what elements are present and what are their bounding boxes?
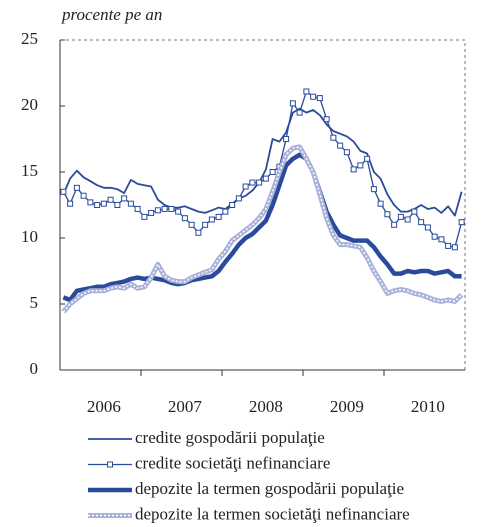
series-marker [262,175,269,182]
series-marker [222,208,229,215]
series-marker [87,199,94,206]
series-marker [337,142,344,149]
series-line [61,144,464,314]
series-marker [168,205,175,212]
y-tick-label: 5 [30,293,39,312]
series-marker [303,88,310,95]
series-marker [73,184,80,191]
series-marker [107,196,114,203]
series-line [62,107,463,217]
series-marker [114,202,121,208]
series-marker [330,134,337,141]
series-marker [431,233,438,240]
series-marker [438,236,445,243]
series-marker [60,188,67,195]
series-marker [411,208,418,215]
series-marker [418,219,425,226]
y-tick-label: 10 [21,227,38,246]
series-marker [181,215,188,222]
series-marker [445,242,452,249]
series-marker [195,229,202,236]
series-marker [94,202,101,208]
y-tick-label: 20 [21,95,38,114]
legend-label: depozite la termen gospodării populaţie [135,479,404,498]
series-marker [202,221,209,228]
series-marker [404,216,411,223]
series-line [62,152,462,303]
series-marker [283,136,290,142]
series-marker [391,221,398,228]
series-marker [458,219,465,226]
x-tick-label: 2008 [249,397,283,416]
series-marker [451,244,458,251]
series-marker [127,200,134,207]
series-marker [249,179,256,186]
series-marker [215,213,222,220]
series-marker [229,202,236,208]
series-marker [424,224,431,231]
x-tick-label: 2010 [411,397,445,416]
series-marker [235,195,242,202]
series-marker [364,155,371,162]
series-marker [256,179,263,186]
series-marker [310,93,317,100]
series-marker [141,213,148,220]
legend-label: credite gospodării populaţie [135,428,325,447]
series-marker [161,205,168,212]
y-tick-label: 25 [21,29,38,48]
series-marker [154,207,161,214]
series-marker [269,169,276,175]
series-marker [67,200,74,207]
series-marker [242,183,249,190]
series-marker [357,162,364,169]
x-tick-label: 2006 [87,397,121,416]
chart-subtitle: procente pe an [61,5,162,24]
series-marker [188,221,195,228]
series-marker [148,209,155,216]
series-marker [370,186,377,193]
plot-frame [59,39,466,371]
series-hatch [62,146,463,313]
series-marker [134,205,141,212]
series-marker [175,208,182,215]
series-marker [377,200,384,207]
series-marker [316,95,323,102]
series-marker [80,192,87,199]
legend-label: credite societăţi nefinanciare [135,453,330,472]
series-marker [350,166,357,173]
series-marker [100,200,107,207]
y-tick-label: 0 [30,359,39,378]
series-marker [343,149,350,156]
x-tick-label: 2007 [168,397,203,416]
series-marker [296,109,303,116]
series-marker [208,216,215,223]
series-marker [323,116,330,123]
legend-label: depozite la termen societăţi nefinanciar… [135,504,410,523]
series-marker [121,195,128,202]
series-marker [384,211,391,218]
y-tick-label: 15 [21,161,38,180]
series-marker [289,100,296,107]
legend-marker [107,461,113,468]
x-tick-label: 2009 [330,397,364,416]
series-marker [397,213,404,220]
